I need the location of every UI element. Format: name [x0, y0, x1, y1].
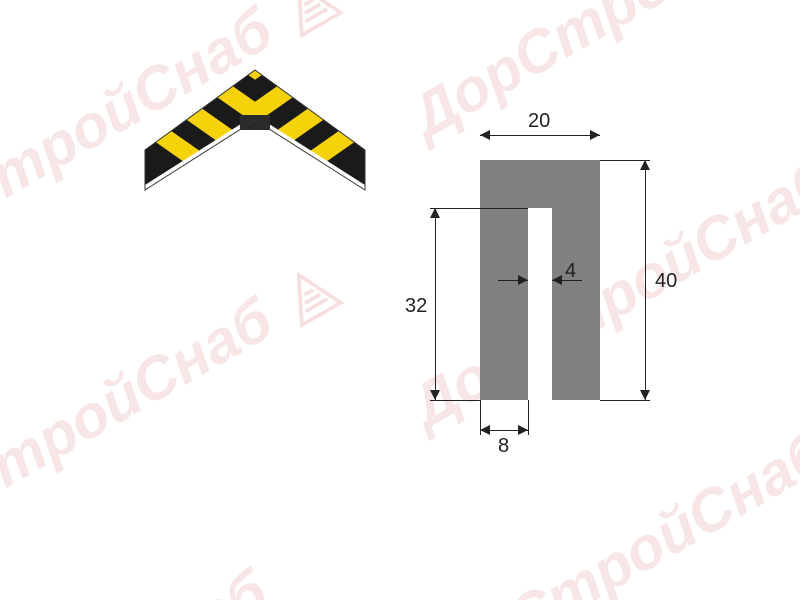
dim-top-line — [480, 135, 600, 136]
arrow-icon — [590, 130, 600, 140]
watermark-text: ДорСтройСнаб — [0, 557, 278, 600]
watermark-logo-icon — [276, 0, 344, 39]
arrow-icon — [480, 425, 490, 435]
arrow-icon — [640, 390, 650, 400]
ext-line — [480, 400, 481, 435]
cross-section-diagram: 20 40 32 4 8 — [420, 120, 720, 520]
arrow-icon — [430, 208, 440, 218]
ext-line — [600, 160, 650, 161]
dim-left-label: 32 — [405, 295, 427, 318]
dim-right-line — [645, 160, 646, 400]
watermark-logo-icon — [276, 260, 344, 328]
corner-protector-icon — [140, 60, 370, 210]
watermark-text: ДорСтройСнаб — [0, 285, 283, 580]
arrow-icon — [480, 130, 490, 140]
arrow-icon — [640, 160, 650, 170]
dim-right-label: 40 — [655, 270, 677, 293]
dim-left-line — [435, 208, 436, 400]
arrow-icon — [518, 425, 528, 435]
dim-top-label: 20 — [528, 110, 550, 133]
arrow-icon — [430, 390, 440, 400]
ext-line — [430, 208, 528, 209]
ext-line — [430, 400, 480, 401]
dim-slot-label: 4 — [565, 260, 576, 283]
watermark: ДорСтройСнаб — [0, 556, 279, 600]
watermark: ДорСтройСнаб — [0, 248, 347, 581]
profile-slot — [528, 208, 552, 400]
dim-slot-ln — [498, 280, 528, 281]
ext-line — [600, 400, 650, 401]
dim-bot-label: 8 — [498, 435, 509, 458]
ext-line — [528, 400, 529, 435]
product-photo — [140, 60, 370, 210]
